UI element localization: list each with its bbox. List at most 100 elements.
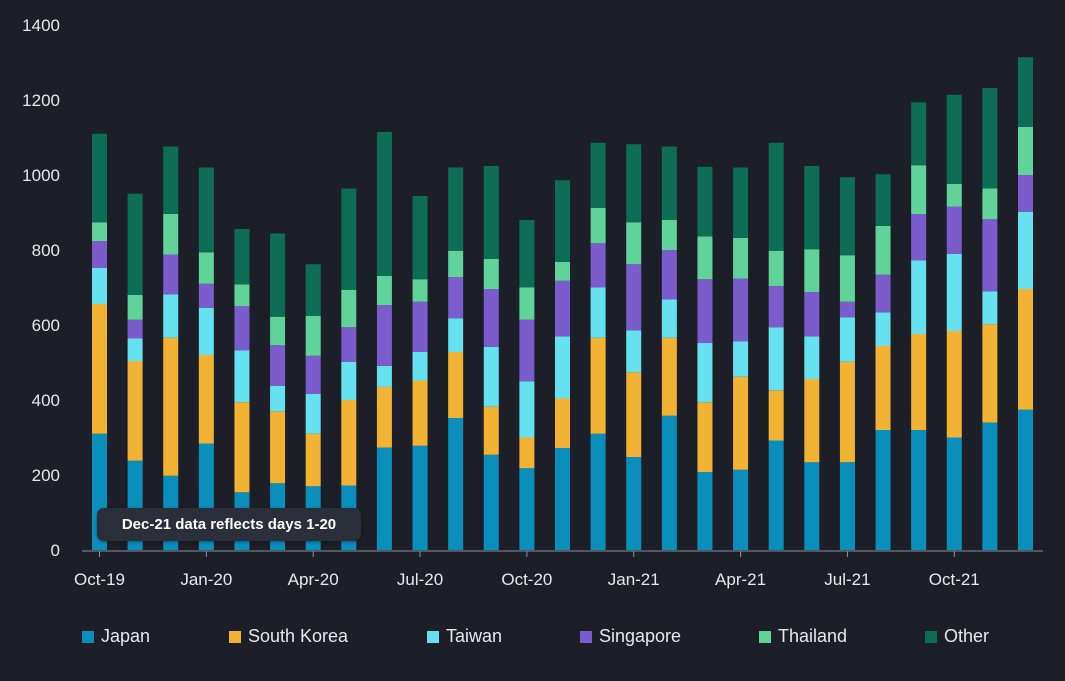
bar-segment-south-korea <box>733 376 749 470</box>
bar-segment-singapore <box>341 327 357 362</box>
bar-segment-other <box>92 133 107 223</box>
bar-segment-thailand <box>448 250 464 277</box>
bar-segment-thailand <box>911 165 927 214</box>
bar-segment-thailand <box>341 289 357 328</box>
bar-segment-other <box>839 177 855 256</box>
bar-segment-taiwan <box>376 365 392 387</box>
bar-segment-singapore <box>982 219 998 292</box>
bar-segment-singapore <box>519 319 535 382</box>
bar-segment-south-korea <box>768 390 784 441</box>
bar-segment-south-korea <box>555 398 570 448</box>
bar-segment-other <box>1018 57 1033 127</box>
x-tick-label: Oct-19 <box>74 570 125 589</box>
bar-segment-south-korea <box>839 361 855 463</box>
bar-segment-singapore <box>163 254 179 295</box>
bar-segment-south-korea <box>804 379 820 463</box>
bar-segment-taiwan <box>305 394 321 434</box>
bar-segment-thailand <box>697 236 713 280</box>
legend-swatch <box>925 630 937 643</box>
bar-segment-singapore <box>376 305 392 366</box>
bar-segment-south-korea <box>626 372 642 457</box>
legend-item-singapore: Singapore <box>580 626 681 647</box>
bar-segment-japan <box>804 462 820 550</box>
bar-segment-other <box>412 196 428 280</box>
bar-segment-taiwan <box>163 294 179 338</box>
bar-segment-thailand <box>305 316 321 356</box>
bar-segment-other <box>519 220 535 288</box>
y-tick-label: 600 <box>32 316 60 335</box>
bar-segment-japan <box>946 437 962 550</box>
bar-segment-south-korea <box>661 337 677 416</box>
bar-segment-other <box>234 229 250 285</box>
bar-segment-japan <box>555 448 570 550</box>
bar-segment-taiwan <box>555 336 570 399</box>
bar-segment-taiwan <box>198 307 214 355</box>
bar-segment-taiwan <box>661 299 677 338</box>
bar-segment-south-korea <box>697 402 713 472</box>
bar-segment-other <box>483 166 499 259</box>
bar-segment-singapore <box>804 292 820 337</box>
bar-segment-south-korea <box>376 386 392 448</box>
bar-segment-other <box>768 142 784 251</box>
bar-segment-taiwan <box>911 260 927 334</box>
bar-segment-other <box>911 102 927 166</box>
legend-swatch <box>580 630 592 643</box>
bar-segment-south-korea <box>305 433 321 487</box>
bar-segment-singapore <box>839 301 855 318</box>
bar-segment-south-korea <box>234 402 250 493</box>
bar-segment-singapore <box>412 301 428 352</box>
bar-segment-thailand <box>519 287 535 320</box>
bars <box>92 57 1033 550</box>
bar-segment-south-korea <box>341 400 357 486</box>
bar-segment-japan <box>661 415 677 550</box>
y-tick-label: 1000 <box>22 166 60 185</box>
bar-segment-singapore <box>946 206 962 254</box>
bar-segment-singapore <box>448 277 464 319</box>
data-note: Dec-21 data reflects days 1-20 <box>97 508 361 541</box>
legend-item-japan: Japan <box>82 626 150 647</box>
x-axis <box>82 550 1043 557</box>
bar-segment-thailand <box>163 214 179 255</box>
bar-segment-south-korea <box>412 380 428 446</box>
bar-segment-singapore <box>768 286 784 328</box>
bar-segment-other <box>697 166 713 237</box>
legend-item-taiwan: Taiwan <box>427 626 502 647</box>
bar-segment-singapore <box>911 214 927 261</box>
x-tick-label: Jan-21 <box>608 570 660 589</box>
bar-segment-thailand <box>127 295 143 320</box>
bar-segment-taiwan <box>626 330 642 373</box>
bar-segment-japan <box>982 422 998 550</box>
legend-swatch <box>229 630 241 643</box>
bar-segment-south-korea <box>270 411 286 484</box>
bar-segment-thailand <box>733 238 749 279</box>
bar-segment-south-korea <box>198 355 214 444</box>
y-tick-label: 1400 <box>22 16 60 35</box>
bar-segment-taiwan <box>804 336 820 379</box>
y-axis-labels: 0 200 400 600 800 1000 1200 1400 <box>22 16 60 560</box>
bar-segment-thailand <box>234 284 250 307</box>
bar-segment-taiwan <box>946 253 962 331</box>
bar-segment-thailand <box>946 184 962 207</box>
bar-segment-singapore <box>626 264 642 331</box>
bar-segment-taiwan <box>982 291 998 325</box>
bar-segment-south-korea <box>163 337 179 476</box>
bar-segment-singapore <box>198 283 214 308</box>
bar-segment-other <box>127 193 143 295</box>
bar-segment-taiwan <box>92 268 107 304</box>
bar-segment-thailand <box>412 279 428 302</box>
bar-segment-singapore <box>733 278 749 342</box>
bar-segment-singapore <box>555 280 570 337</box>
bar-segment-other <box>270 233 286 317</box>
bar-segment-taiwan <box>839 317 855 362</box>
legend-label: Japan <box>101 626 151 646</box>
bar-segment-thailand <box>376 275 392 306</box>
legend-swatch <box>82 630 94 643</box>
bar-segment-thailand <box>1018 127 1033 175</box>
bar-segment-taiwan <box>697 343 713 403</box>
bar-segment-taiwan <box>590 287 606 338</box>
bar-segment-singapore <box>234 306 250 351</box>
bar-segment-japan <box>626 457 642 550</box>
bar-segment-other <box>982 88 998 189</box>
bar-segment-taiwan <box>483 346 499 407</box>
bar-segment-thailand <box>768 250 784 286</box>
